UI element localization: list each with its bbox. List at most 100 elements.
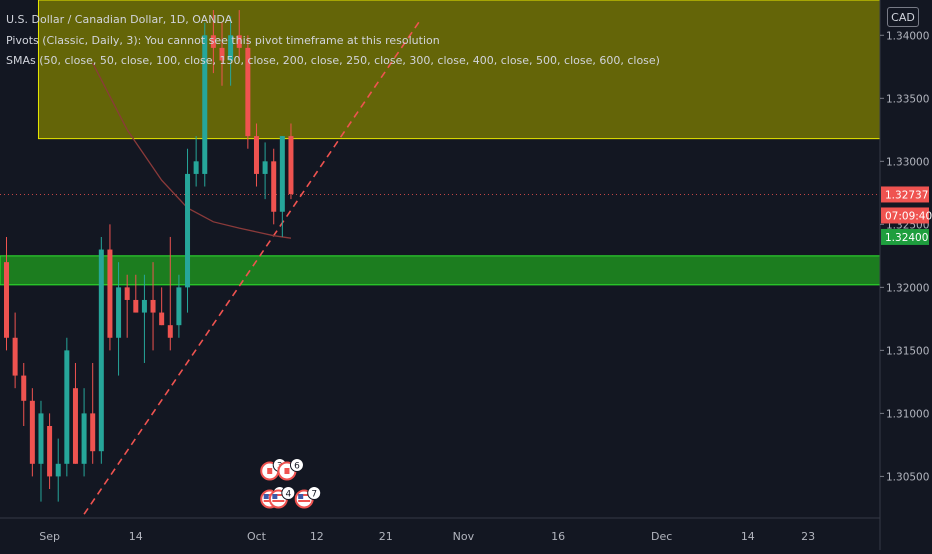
supply-zone[interactable]: [37, 0, 881, 140]
candle-body: [219, 47, 225, 61]
currency-button[interactable]: CAD: [887, 7, 919, 27]
candle[interactable]: [193, 136, 199, 187]
candle-body: [167, 325, 173, 338]
candle[interactable]: [72, 362, 78, 464]
candle[interactable]: [167, 236, 173, 351]
candle[interactable]: [253, 123, 259, 187]
events-layer: 36547: [260, 458, 322, 509]
zones-layer: [0, 0, 881, 286]
candle[interactable]: [159, 287, 165, 326]
candle[interactable]: [288, 123, 294, 200]
event-count-badge: [289, 458, 304, 472]
candle[interactable]: [81, 388, 87, 477]
candle[interactable]: [210, 10, 216, 74]
flag-stripe: [263, 494, 276, 496]
candle-body: [202, 35, 208, 174]
candle[interactable]: [38, 400, 44, 502]
flag-canton: [298, 494, 304, 499]
time-tick-label: 16: [551, 530, 565, 543]
event-count: 7: [311, 490, 317, 500]
flag-stripe: [272, 494, 285, 496]
price-tick-label: 1.33000: [886, 156, 929, 168]
level-price-label[interactable]: 1.32400: [881, 228, 929, 245]
event-marker-us[interactable]: 7: [294, 486, 322, 509]
level-price-label-bg: [881, 228, 929, 245]
candle[interactable]: [64, 337, 70, 477]
flag-stripe: [298, 494, 311, 496]
event-count-badge: [307, 486, 322, 500]
last-price-label[interactable]: 1.32737: [881, 186, 929, 203]
trendline[interactable]: [83, 19, 421, 515]
event-count: 6: [294, 462, 300, 472]
candle-body: [21, 375, 27, 401]
candle-body: [228, 35, 234, 61]
candle-body: [150, 299, 156, 313]
candle[interactable]: [21, 362, 27, 426]
time-tick-label: Oct: [247, 530, 267, 543]
candle-body: [55, 463, 61, 477]
time-tick-label: 23: [801, 530, 815, 543]
candle[interactable]: [98, 236, 104, 464]
candle-body: [12, 337, 18, 376]
flag-canton: [272, 494, 278, 499]
candle-body: [4, 262, 9, 338]
candle[interactable]: [245, 35, 251, 149]
event-count: 4: [285, 490, 291, 500]
candle-body: [193, 161, 199, 174]
candle[interactable]: [141, 274, 147, 363]
candle[interactable]: [107, 224, 113, 351]
countdown-label-text: 07:09:40: [885, 210, 932, 222]
time-tick-label: Nov: [453, 530, 475, 543]
candle-body: [176, 287, 182, 326]
flag-canton: [263, 494, 269, 499]
candle-body: [29, 400, 35, 464]
time-tick-label: Dec: [651, 530, 672, 543]
sma-layer: [92, 62, 292, 239]
candles-layer: [4, 10, 294, 502]
time-tick-label: 21: [379, 530, 393, 543]
candle-body: [210, 35, 216, 48]
candle-body: [72, 388, 78, 464]
trendline-layer: [0, 19, 880, 515]
candle[interactable]: [279, 136, 285, 237]
candle[interactable]: [236, 10, 242, 61]
event-marker-us[interactable]: 4: [268, 486, 296, 509]
last-price-label-text: 1.32737: [885, 189, 928, 201]
candle-body: [245, 47, 251, 137]
candle[interactable]: [219, 22, 225, 86]
candle[interactable]: [176, 274, 182, 338]
price-tick-label: 1.30500: [886, 471, 929, 483]
last-price-label-bg: [881, 186, 929, 203]
candle[interactable]: [116, 262, 122, 376]
candle[interactable]: [185, 148, 191, 313]
candle-body: [271, 161, 277, 212]
candle[interactable]: [133, 274, 139, 313]
demand-zone[interactable]: [0, 255, 881, 286]
candle[interactable]: [150, 262, 156, 351]
level-price-label-text: 1.32400: [885, 232, 928, 244]
candle-body: [124, 287, 130, 300]
candle-body: [116, 287, 122, 338]
candle[interactable]: [90, 362, 96, 464]
candle[interactable]: [47, 413, 53, 490]
price-tick-label: 1.33500: [886, 93, 929, 105]
flag-stripe: [298, 500, 311, 502]
candle-body: [262, 161, 268, 174]
candle[interactable]: [202, 22, 208, 187]
candle-body: [133, 299, 139, 313]
candle[interactable]: [262, 142, 268, 200]
sma-line[interactable]: [92, 62, 292, 239]
candle[interactable]: [12, 312, 18, 389]
event-marker-ca[interactable]: 6: [277, 458, 304, 481]
candle[interactable]: [29, 388, 35, 477]
price-tick-label: 1.32000: [886, 282, 929, 294]
candle[interactable]: [228, 16, 234, 86]
countdown-label[interactable]: 07:09:40: [881, 207, 932, 224]
candle[interactable]: [4, 236, 9, 351]
candle-body: [47, 425, 53, 477]
candle[interactable]: [124, 274, 130, 338]
candle[interactable]: [271, 148, 277, 225]
candle[interactable]: [55, 438, 61, 502]
